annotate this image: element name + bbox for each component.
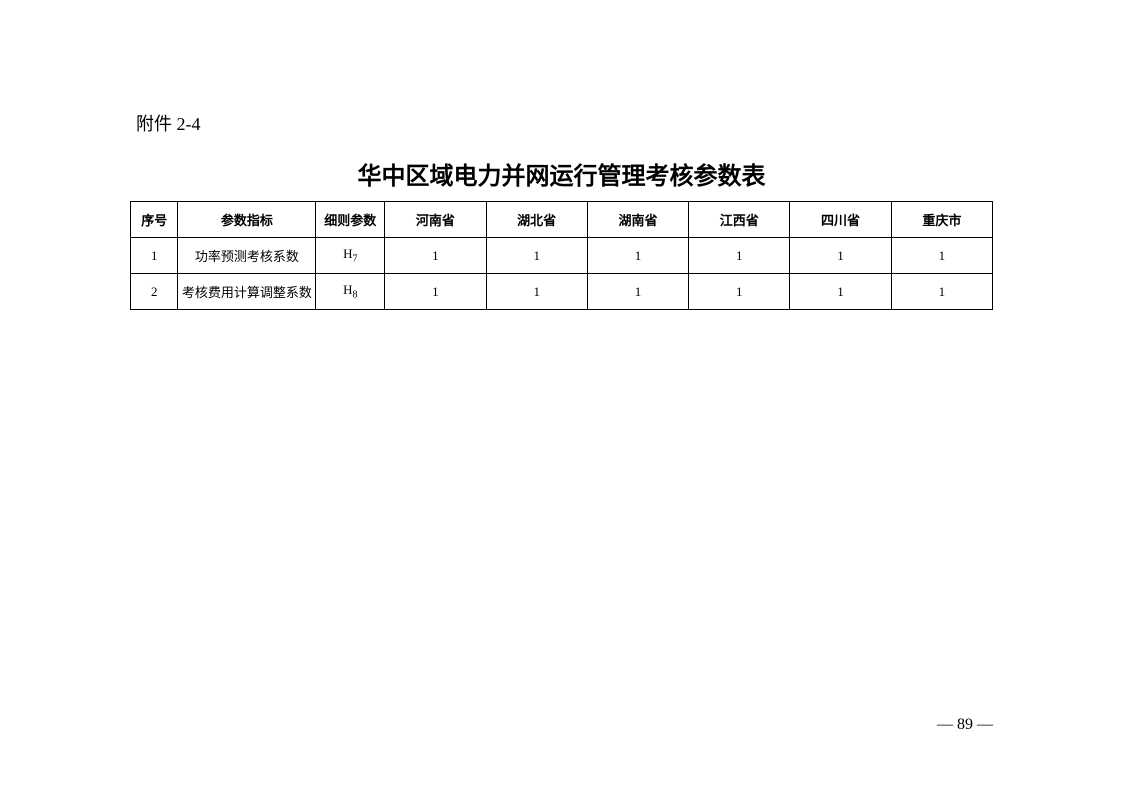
table-header-row: 序号 参数指标 细则参数 河南省 湖北省 湖南省 江西省 四川省 重庆市 [131, 202, 993, 238]
cell-hubei: 1 [486, 238, 587, 274]
page-number: — 89 — [937, 716, 993, 734]
cell-henan: 1 [385, 238, 486, 274]
cell-hunan: 1 [587, 274, 688, 310]
page-container: 附件 2-4 华中区域电力并网运行管理考核参数表 序号 参数指标 细则参数 河南… [0, 0, 1123, 310]
cell-sichuan: 1 [790, 238, 891, 274]
col-header-hunan: 湖南省 [587, 202, 688, 238]
cell-seq: 2 [131, 274, 178, 310]
cell-sichuan: 1 [790, 274, 891, 310]
cell-jiangxi: 1 [689, 238, 790, 274]
cell-hubei: 1 [486, 274, 587, 310]
cell-hunan: 1 [587, 238, 688, 274]
cell-indicator: 功率预测考核系数 [178, 238, 316, 274]
col-header-seq: 序号 [131, 202, 178, 238]
cell-indicator: 考核费用计算调整系数 [178, 274, 316, 310]
col-header-indicator: 参数指标 [178, 202, 316, 238]
col-header-jiangxi: 江西省 [689, 202, 790, 238]
col-header-hubei: 湖北省 [486, 202, 587, 238]
param-table: 序号 参数指标 细则参数 河南省 湖北省 湖南省 江西省 四川省 重庆市 1 功… [130, 201, 993, 310]
col-header-sichuan: 四川省 [790, 202, 891, 238]
cell-rule-param: H8 [316, 274, 385, 310]
cell-chongqing: 1 [891, 238, 992, 274]
rule-param-sub: 8 [352, 290, 357, 301]
col-header-rule-param: 细则参数 [316, 202, 385, 238]
cell-henan: 1 [385, 274, 486, 310]
cell-chongqing: 1 [891, 274, 992, 310]
cell-rule-param: H7 [316, 238, 385, 274]
cell-jiangxi: 1 [689, 274, 790, 310]
col-header-chongqing: 重庆市 [891, 202, 992, 238]
table-row: 2 考核费用计算调整系数 H8 1 1 1 1 1 1 [131, 274, 993, 310]
main-title: 华中区域电力并网运行管理考核参数表 [130, 156, 993, 191]
rule-param-sub: 7 [352, 254, 357, 265]
cell-seq: 1 [131, 238, 178, 274]
col-header-henan: 河南省 [385, 202, 486, 238]
table-row: 1 功率预测考核系数 H7 1 1 1 1 1 1 [131, 238, 993, 274]
attachment-label: 附件 2-4 [136, 110, 993, 136]
